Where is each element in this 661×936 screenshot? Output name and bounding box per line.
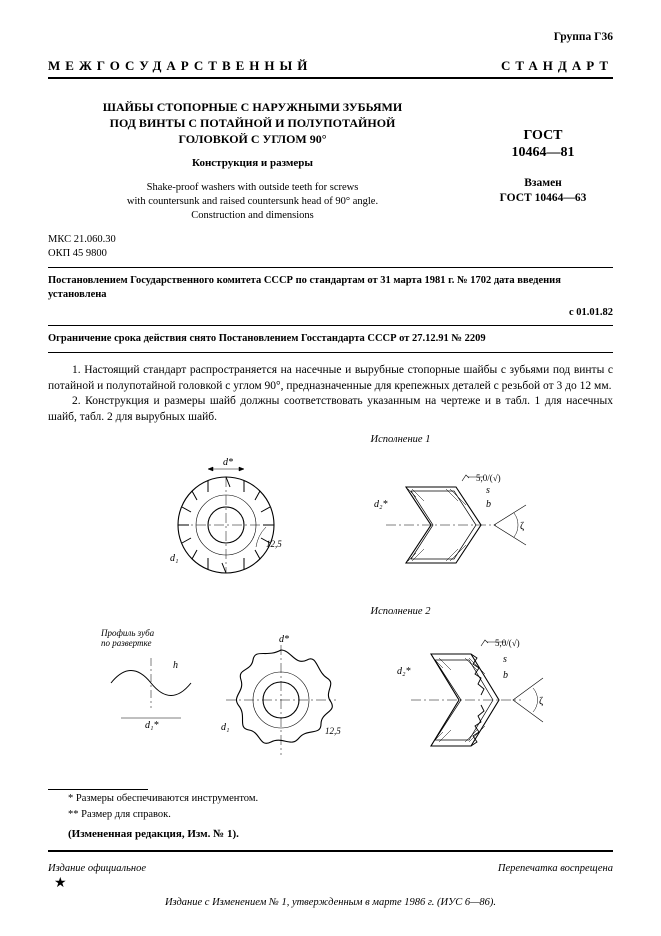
variant-1-label: Исполнение 1	[188, 433, 613, 446]
divider-1	[48, 267, 613, 268]
svg-text:d₁: d₁	[170, 553, 178, 564]
diagram-variant-2: Исполнение 2 Профиль зуба по развертке d…	[48, 605, 613, 783]
footnote-1: * Размеры обеспечиваются инструментом.	[48, 792, 613, 806]
gost-number: 10464—81	[473, 144, 613, 162]
svg-text:d*: d*	[223, 457, 233, 468]
svg-text:12,5: 12,5	[325, 726, 341, 736]
svg-text:d₁: d₁	[221, 722, 229, 733]
diagram-variant-1: Исполнение 1 d* 12,5 d₁	[48, 433, 613, 596]
ru-title-line2: ПОД ВИНТЫ С ПОТАЙНОЙ И ПОЛУПОТАЙНОЙ	[48, 115, 457, 131]
ru-title-line1: ШАЙБЫ СТОПОРНЫЕ С НАРУЖНЫМИ ЗУБЬЯМИ	[48, 99, 457, 115]
svg-text:Профиль зуба: Профиль зуба	[100, 628, 155, 638]
divider-bottom	[48, 850, 613, 852]
svg-text:ζ: ζ	[539, 696, 543, 707]
group-label: Группа Г36	[48, 30, 613, 44]
okp-code: ОКП 45 9800	[48, 248, 107, 259]
decree-date: с 01.01.82	[48, 306, 613, 319]
classification-codes: МКС 21.060.30 ОКП 45 9800	[48, 233, 613, 260]
gost-label: ГОСТ	[473, 127, 613, 145]
en-line1: Shake-proof washers with outside teeth f…	[147, 182, 359, 193]
en-title: Shake-proof washers with outside teeth f…	[48, 181, 457, 224]
footer-row: Издание официальное Перепечатка воспреще…	[48, 862, 613, 875]
standard-banner: МЕЖГОСУДАРСТВЕННЫЙ СТАНДАРТ	[48, 58, 613, 78]
footer-left: Издание официальное	[48, 862, 146, 875]
en-line3: Construction and dimensions	[191, 210, 314, 221]
variant-2-drawing: Профиль зуба по развертке d₁* h d* 12,5 …	[91, 618, 571, 783]
title-left-column: ШАЙБЫ СТОПОРНЫЕ С НАРУЖНЫМИ ЗУБЬЯМИ ПОД …	[48, 99, 457, 224]
footer-right: Перепечатка воспрещена	[498, 862, 613, 875]
decree-text: Постановлением Государственного комитета…	[48, 274, 613, 302]
ru-title-line3: ГОЛОВКОЙ С УГЛОМ 90°	[48, 131, 457, 147]
svg-text:d₁*: d₁*	[145, 720, 158, 731]
subtitle: Конструкция и размеры	[48, 157, 457, 171]
body-paragraph-2: 2. Конструкция и размеры шайб должны соо…	[48, 394, 613, 425]
en-line2: with countersunk and raised countersunk …	[127, 196, 378, 207]
svg-text:5,0/(√): 5,0/(√)	[476, 473, 501, 483]
footnote-rule	[48, 789, 148, 790]
svg-text:5,0/(√): 5,0/(√)	[495, 638, 520, 648]
svg-text:d₂*: d₂*	[374, 499, 387, 510]
divider-2	[48, 325, 613, 326]
mks-code: МКС 21.060.30	[48, 234, 116, 245]
svg-text:b: b	[486, 499, 491, 510]
star-icon: ★	[54, 875, 613, 893]
footnote-2: ** Размер для справок.	[48, 808, 613, 822]
svg-text:s: s	[486, 485, 490, 496]
svg-text:d₂*: d₂*	[397, 666, 410, 677]
footer-note: Издание с Изменением № 1, утвержденным в…	[48, 896, 613, 909]
amendment-note: (Измененная редакция, Изм. № 1).	[48, 828, 613, 842]
svg-text:по развертке: по развертке	[101, 638, 152, 648]
svg-text:d*: d*	[279, 634, 289, 645]
body-paragraph-1: 1. Настоящий стандарт распространяется н…	[48, 363, 613, 394]
svg-text:s: s	[503, 654, 507, 665]
replaces-value: ГОСТ 10464—63	[500, 192, 587, 204]
svg-text:12,5: 12,5	[266, 539, 282, 549]
title-right-column: ГОСТ 10464—81 Взамен ГОСТ 10464—63	[473, 99, 613, 224]
variant-1-drawing: d* 12,5 d₁ s b 5,0	[116, 447, 546, 597]
svg-text:b: b	[503, 670, 508, 681]
divider-3	[48, 352, 613, 353]
replaces-label: Взамен	[524, 177, 562, 189]
variant-2-label: Исполнение 2	[188, 605, 613, 618]
limitation-text: Ограничение срока действия снято Постано…	[48, 332, 613, 346]
svg-text:h: h	[173, 660, 178, 671]
replaces-block: Взамен ГОСТ 10464—63	[473, 176, 613, 207]
title-block: ШАЙБЫ СТОПОРНЫЕ С НАРУЖНЫМИ ЗУБЬЯМИ ПОД …	[48, 99, 613, 224]
svg-text:ζ: ζ	[520, 521, 524, 532]
